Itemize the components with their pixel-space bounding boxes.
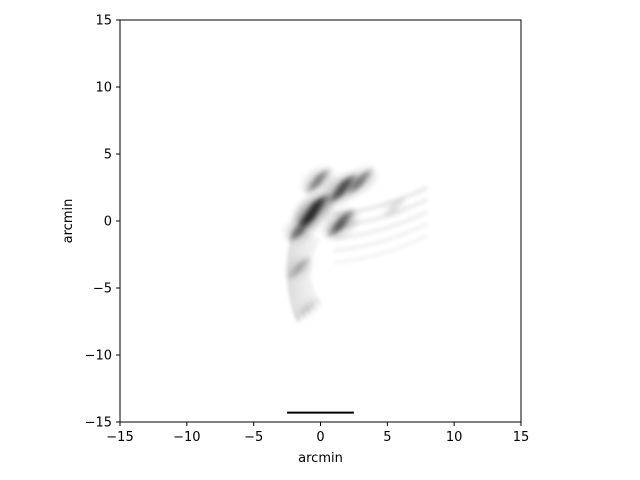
x-axis-title: arcmin xyxy=(298,451,343,466)
intensity-arc xyxy=(301,235,317,311)
intensity-arc xyxy=(296,232,312,315)
y-tick-label: 10 xyxy=(95,81,112,96)
intensity-streak xyxy=(333,186,429,216)
intensity-fringe xyxy=(388,200,400,216)
intensity-streak xyxy=(333,234,429,265)
x-tick-label: −15 xyxy=(106,430,133,445)
x-tick-label: −5 xyxy=(244,430,263,445)
y-tick-label: 15 xyxy=(95,14,112,29)
y-tick-label: −15 xyxy=(85,416,112,431)
y-tick-label: 5 xyxy=(104,148,112,163)
x-tick-label: 15 xyxy=(513,430,530,445)
x-tick-label: 0 xyxy=(316,430,324,445)
x-axis: −15 −10 −5 0 5 10 15 xyxy=(106,422,529,445)
intensity-image xyxy=(286,168,429,323)
intensity-streak xyxy=(333,210,429,240)
intensity-fringe xyxy=(315,168,330,188)
x-tick-label: 5 xyxy=(383,430,391,445)
intensity-fringe xyxy=(393,197,405,213)
y-tick-label: −10 xyxy=(85,349,112,364)
y-axis-title: arcmin xyxy=(61,199,76,244)
y-axis: −15 −10 −5 0 5 10 15 xyxy=(85,14,120,431)
intensity-arc xyxy=(306,237,322,307)
intensity-streak xyxy=(333,198,429,228)
intensity-arc xyxy=(287,227,301,323)
intensity-arc xyxy=(292,229,306,319)
x-tick-label: −10 xyxy=(173,430,200,445)
y-tick-label: 0 xyxy=(104,215,112,230)
y-tick-label: −5 xyxy=(93,282,112,297)
intensity-fringe xyxy=(383,203,395,219)
x-tick-label: 10 xyxy=(446,430,463,445)
intensity-fringe xyxy=(309,194,329,220)
plot-area-background xyxy=(120,20,521,422)
intensity-fringe xyxy=(299,214,315,236)
intensity-fringe xyxy=(358,168,373,188)
intensity-streak xyxy=(333,222,429,252)
